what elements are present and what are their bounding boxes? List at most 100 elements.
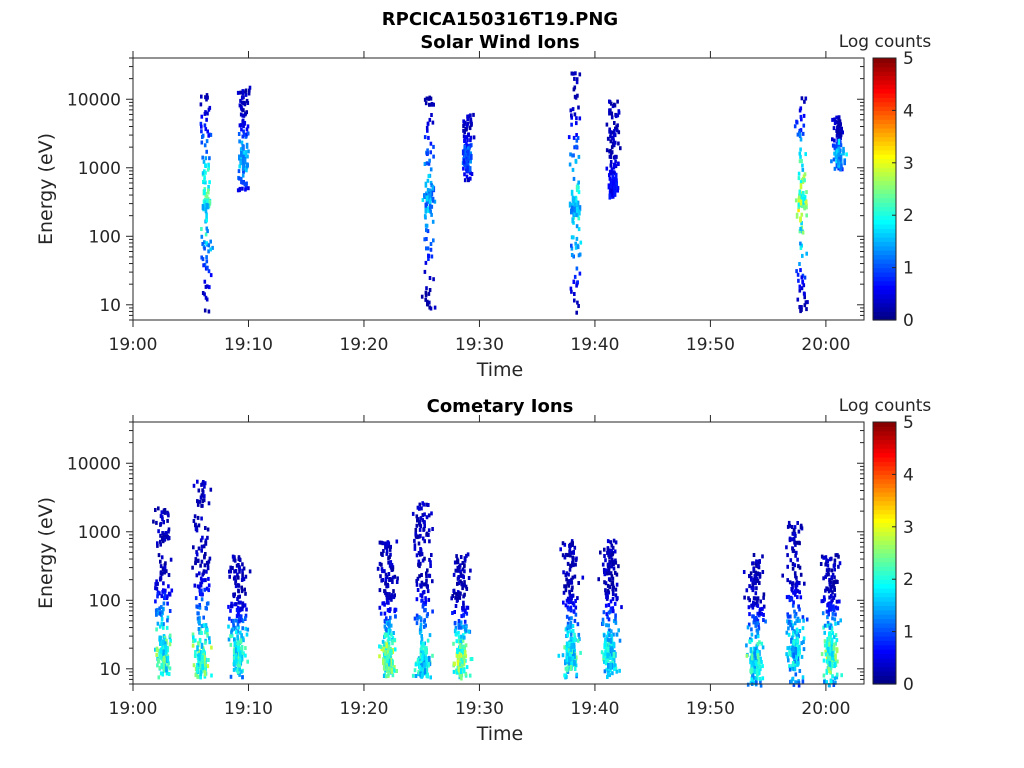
heatmap-cell	[611, 671, 614, 676]
heatmap-cell	[609, 134, 612, 139]
colorbar-segment	[873, 426, 896, 432]
heatmap-cell	[608, 154, 612, 159]
heatmap-cell	[388, 547, 392, 552]
heatmap-cell	[571, 217, 574, 224]
heatmap-cell	[568, 579, 572, 584]
heatmap-cell	[163, 510, 167, 515]
heatmap-cell	[388, 631, 391, 636]
heatmap-cell	[159, 671, 163, 676]
heatmap-cell	[413, 543, 417, 548]
colorbar-segment	[873, 570, 896, 576]
colorbar-segment	[873, 193, 896, 199]
heatmap-cell	[610, 150, 614, 155]
heatmap-cell	[805, 213, 808, 218]
heatmap-cell	[559, 547, 562, 552]
colorbar-segment	[873, 154, 896, 160]
heatmap-cell	[196, 502, 200, 507]
heatmap-cell	[246, 162, 249, 169]
heatmap-cell	[758, 613, 761, 618]
heatmap-cell	[386, 654, 389, 661]
colorbar-segment	[873, 465, 896, 471]
heatmap-cell	[608, 193, 612, 200]
heatmap-cell	[827, 589, 831, 594]
heatmap-cell	[619, 146, 622, 151]
colorbar-segment	[873, 267, 896, 273]
heatmap-cell	[197, 488, 201, 493]
heatmap-cell	[795, 269, 798, 274]
heatmap-cell	[427, 291, 431, 296]
heatmap-cell	[803, 295, 806, 300]
heatmap-cell	[791, 676, 795, 681]
heatmap-cell	[608, 550, 611, 555]
heatmap-cell	[163, 592, 167, 597]
heatmap-cell	[432, 144, 435, 149]
heatmap-cell	[606, 562, 610, 567]
heatmap-cell	[236, 668, 240, 675]
heatmap-cell	[578, 205, 582, 212]
colorbar-label: Log counts	[839, 32, 932, 52]
heatmap-cell	[462, 166, 465, 171]
heatmap-cell	[612, 641, 615, 648]
heatmap-cell	[562, 600, 565, 605]
heatmap-cell	[423, 662, 426, 669]
heatmap-cell	[756, 611, 759, 616]
heatmap-cell	[464, 609, 467, 614]
heatmap-cell	[798, 618, 801, 623]
heatmap-cell	[192, 639, 195, 644]
heatmap-cell	[604, 659, 608, 666]
heatmap-cell	[614, 666, 618, 671]
heatmap-cell	[761, 676, 765, 681]
heatmap-cell	[566, 553, 570, 558]
heatmap-cell	[238, 164, 241, 169]
heatmap-cell	[202, 263, 205, 268]
heatmap-cell	[162, 520, 165, 525]
colorbar-segment	[873, 649, 896, 655]
heatmap-cell	[199, 627, 202, 632]
heatmap-cell	[238, 658, 242, 665]
heatmap-cell	[154, 508, 157, 512]
heatmap-cell	[207, 269, 211, 274]
heatmap-cell	[241, 173, 245, 178]
heatmap-cell	[616, 128, 619, 133]
heatmap-cell	[206, 129, 209, 134]
heatmap-cell	[195, 528, 199, 533]
heatmap-cell	[387, 608, 390, 612]
heatmap-cell	[239, 112, 243, 117]
heatmap-cell	[830, 627, 834, 632]
heatmap-cell	[382, 664, 386, 671]
colorbar-segment	[873, 167, 896, 173]
heatmap-cell	[833, 121, 837, 126]
heatmap-cell	[459, 639, 462, 646]
heatmap-cell	[613, 129, 616, 133]
heatmap-cell	[833, 558, 837, 563]
heatmap-cell	[201, 535, 204, 540]
heatmap-cell	[205, 586, 209, 591]
colorbar-segment	[873, 474, 896, 480]
heatmap-cell	[803, 292, 806, 297]
heatmap-cell	[564, 588, 568, 593]
heatmap-cell	[384, 572, 388, 577]
heatmap-cell	[234, 625, 237, 630]
heatmap-cell	[207, 658, 210, 662]
heatmap-cell	[415, 534, 419, 539]
heatmap-cell	[760, 611, 763, 616]
colorbar-segment	[873, 657, 896, 663]
heatmap-cell	[609, 101, 613, 106]
heatmap-cell	[157, 553, 161, 558]
heatmap-cell	[798, 284, 802, 289]
heatmap-cell	[610, 548, 614, 553]
heatmap-cell	[571, 559, 575, 564]
heatmap-cell	[380, 647, 384, 652]
heatmap-cell	[571, 562, 574, 567]
heatmap-cell	[823, 623, 827, 628]
heatmap-cell	[570, 616, 573, 621]
heatmap-cell	[417, 541, 421, 546]
heatmap-cell	[200, 129, 203, 134]
heatmap-cell	[573, 292, 576, 296]
heatmap-cell	[236, 636, 240, 641]
heatmap-cell	[572, 659, 576, 666]
heatmap-cell	[424, 202, 428, 209]
heatmap-cell	[204, 295, 208, 300]
heatmap-cell	[750, 638, 754, 643]
heatmap-cell	[233, 659, 236, 666]
